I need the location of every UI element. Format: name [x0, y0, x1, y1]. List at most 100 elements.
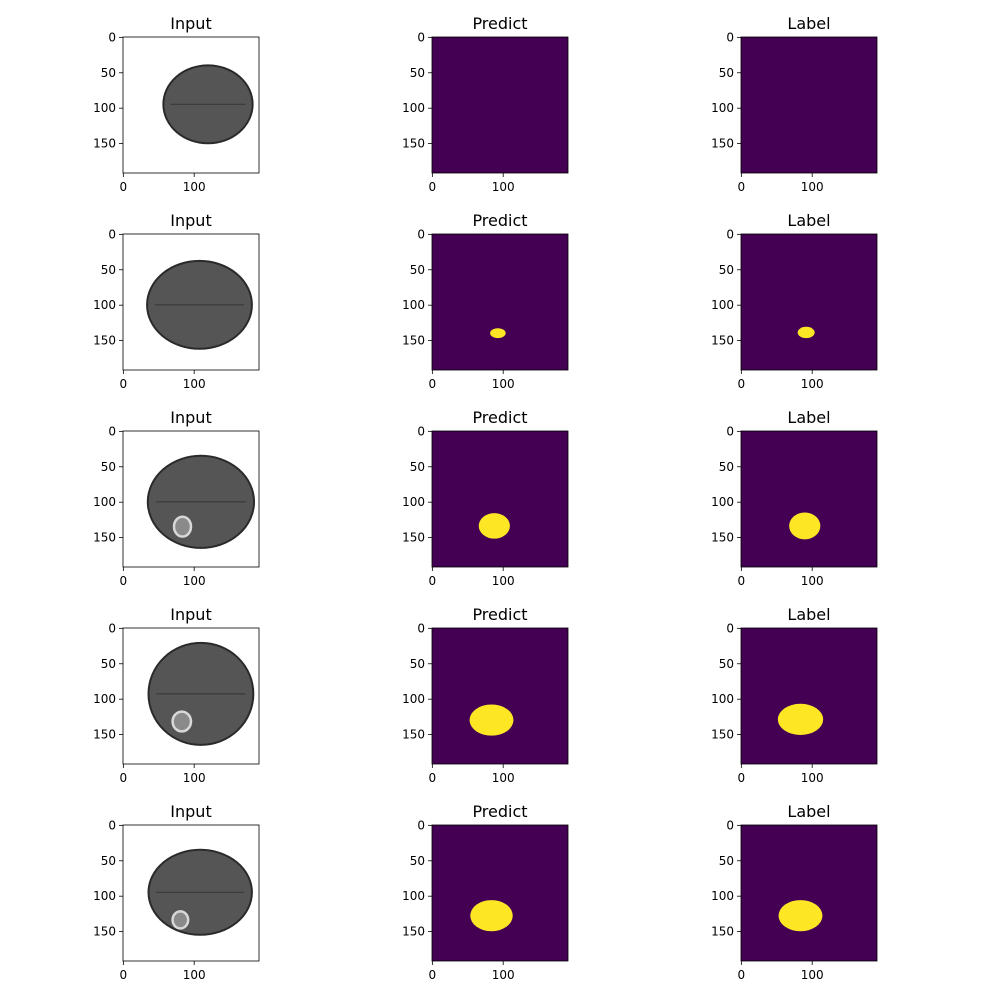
x-tick-label: 0 [120, 574, 128, 588]
axes-frame [740, 824, 878, 962]
axes-frame [431, 824, 569, 962]
axes-frame [740, 627, 878, 765]
y-tick-label: 0 [108, 30, 116, 44]
x-tick-label: 100 [801, 771, 824, 785]
x-tick-label: 0 [429, 180, 437, 194]
panel-input-row-4: Input 0 50 100 150 0 100 [93, 605, 260, 785]
y-tick-label: 100 [93, 101, 116, 115]
y-tick-label: 0 [726, 30, 734, 44]
y-tick-label: 150 [711, 925, 734, 939]
axes-frame [122, 824, 260, 962]
panel-image [432, 825, 568, 961]
panel-title: Input [170, 211, 211, 230]
x-tick-label: 0 [429, 771, 437, 785]
y-tick-label: 100 [711, 495, 734, 509]
y-tick-label: 150 [93, 728, 116, 742]
panel-predict-row-1: Predict 0 50 100 150 0 100 [402, 14, 569, 194]
y-tick-label: 0 [417, 227, 425, 241]
y-tick-label: 150 [711, 531, 734, 545]
y-tick-label: 100 [711, 298, 734, 312]
y-tick-label: 50 [410, 66, 425, 80]
x-tick-label: 100 [492, 377, 515, 391]
x-tick-label: 0 [738, 180, 746, 194]
x-tick-label: 100 [801, 574, 824, 588]
y-tick-label: 150 [711, 334, 734, 348]
y-tick-label: 50 [719, 460, 734, 474]
y-tick-label: 0 [417, 30, 425, 44]
panel-label-row-2: Label 0 50 100 150 0 100 [711, 211, 878, 391]
panel-predict-row-5: Predict 0 50 100 150 0 100 [402, 802, 569, 982]
y-tick-label: 0 [726, 621, 734, 635]
panel-image [432, 37, 568, 173]
axes-frame [431, 627, 569, 765]
mask-background [741, 431, 877, 567]
panel-input-row-5: Input 0 50 100 150 0 100 [93, 802, 260, 982]
mask-background [432, 825, 568, 961]
panel-title: Input [170, 802, 211, 821]
panel-input-row-3: Input 0 50 100 150 0 100 [93, 408, 260, 588]
panel-title: Predict [472, 14, 527, 33]
y-tick-label: 0 [108, 621, 116, 635]
panel-image [123, 234, 259, 370]
panel-label-row-1: Label 0 50 100 150 0 100 [711, 14, 878, 194]
panel-predict-row-2: Predict 0 50 100 150 0 100 [402, 211, 569, 391]
axes-frame [431, 430, 569, 568]
x-tick-label: 0 [120, 968, 128, 982]
x-tick-label: 0 [429, 574, 437, 588]
x-tick-label: 100 [183, 377, 206, 391]
x-tick-label: 0 [120, 771, 128, 785]
y-tick-label: 0 [417, 818, 425, 832]
predicted-region [470, 900, 513, 932]
panel-title: Label [787, 605, 830, 624]
x-tick-label: 0 [429, 968, 437, 982]
x-tick-label: 0 [738, 574, 746, 588]
mask-background [432, 628, 568, 764]
panel-image [123, 431, 259, 567]
panel-input-row-1: Input 0 50 100 150 0 100 [93, 14, 260, 194]
axes-frame [122, 233, 260, 371]
axes-frame [431, 36, 569, 174]
panel-title: Predict [472, 211, 527, 230]
y-tick-label: 150 [402, 728, 425, 742]
mask-background [741, 37, 877, 173]
y-tick-label: 50 [101, 657, 116, 671]
y-tick-label: 150 [93, 137, 116, 151]
y-tick-label: 150 [711, 728, 734, 742]
axes-frame [740, 36, 878, 174]
predicted-region [478, 513, 510, 539]
axes-frame [740, 233, 878, 371]
y-tick-label: 100 [402, 889, 425, 903]
panel-image [432, 628, 568, 764]
y-tick-label: 150 [402, 334, 425, 348]
x-tick-label: 0 [738, 968, 746, 982]
x-tick-label: 100 [183, 574, 206, 588]
panel-title: Label [787, 802, 830, 821]
panel-label-row-4: Label 0 50 100 150 0 100 [711, 605, 878, 785]
axes-frame [431, 233, 569, 371]
panel-predict-row-3: Predict 0 50 100 150 0 100 [402, 408, 569, 588]
y-tick-label: 50 [719, 263, 734, 277]
y-tick-label: 150 [711, 137, 734, 151]
panel-title: Input [170, 605, 211, 624]
panel-predict-row-4: Predict 0 50 100 150 0 100 [402, 605, 569, 785]
panel-title: Input [170, 14, 211, 33]
panel-image [741, 234, 877, 370]
y-tick-label: 0 [417, 424, 425, 438]
y-tick-label: 100 [93, 889, 116, 903]
lesion [171, 910, 190, 930]
mask-background [741, 234, 877, 370]
mask-background [432, 37, 568, 173]
x-tick-label: 0 [120, 180, 128, 194]
lesion [171, 710, 193, 733]
x-tick-label: 0 [429, 377, 437, 391]
y-tick-label: 100 [711, 692, 734, 706]
y-tick-label: 0 [108, 818, 116, 832]
y-tick-label: 50 [719, 657, 734, 671]
panel-label-row-3: Label 0 50 100 150 0 100 [711, 408, 878, 588]
y-tick-label: 50 [719, 66, 734, 80]
x-tick-label: 100 [801, 180, 824, 194]
y-tick-label: 0 [726, 818, 734, 832]
mask-background [432, 234, 568, 370]
y-tick-label: 0 [108, 424, 116, 438]
